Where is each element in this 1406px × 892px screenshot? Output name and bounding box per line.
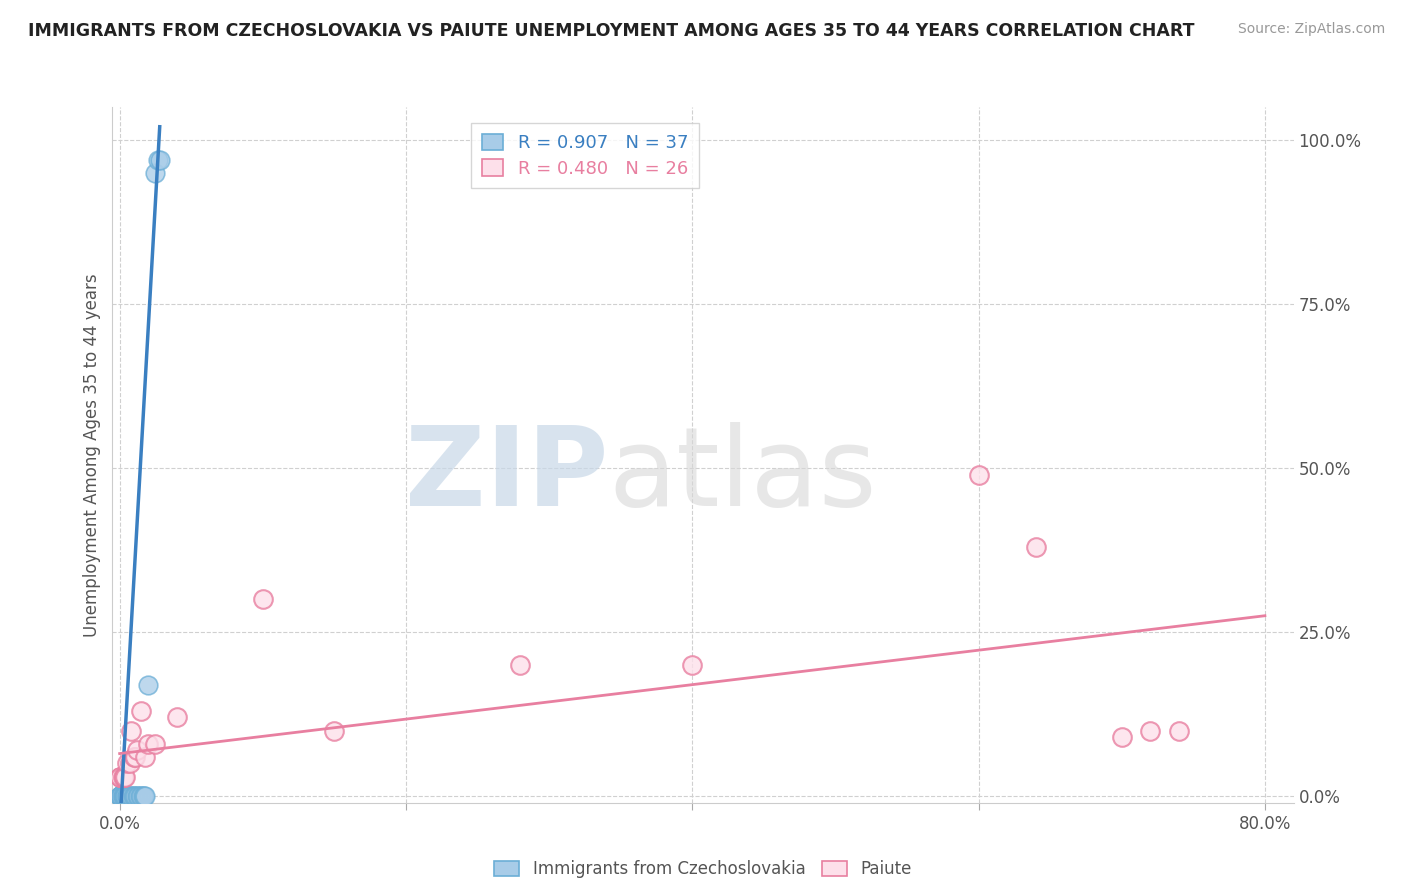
Point bbox=[127, 789, 149, 804]
Point bbox=[111, 789, 134, 804]
Point bbox=[125, 743, 148, 757]
Point bbox=[108, 770, 131, 784]
Point bbox=[112, 789, 135, 804]
Legend: Immigrants from Czechoslovakia, Paiute: Immigrants from Czechoslovakia, Paiute bbox=[488, 854, 918, 885]
Text: ZIP: ZIP bbox=[405, 422, 609, 529]
Point bbox=[134, 749, 156, 764]
Point bbox=[122, 789, 145, 804]
Point bbox=[148, 153, 170, 167]
Point bbox=[967, 467, 990, 482]
Y-axis label: Unemployment Among Ages 35 to 44 years: Unemployment Among Ages 35 to 44 years bbox=[83, 273, 101, 637]
Point bbox=[1025, 540, 1047, 554]
Point bbox=[108, 770, 131, 784]
Point bbox=[114, 770, 136, 784]
Point bbox=[118, 756, 141, 771]
Point bbox=[252, 592, 274, 607]
Point bbox=[117, 789, 139, 804]
Point bbox=[1139, 723, 1161, 738]
Point bbox=[114, 789, 136, 804]
Point bbox=[145, 737, 167, 751]
Point bbox=[114, 789, 136, 804]
Point bbox=[124, 749, 146, 764]
Point bbox=[118, 789, 141, 804]
Point bbox=[108, 789, 131, 804]
Point bbox=[323, 723, 346, 738]
Text: IMMIGRANTS FROM CZECHOSLOVAKIA VS PAIUTE UNEMPLOYMENT AMONG AGES 35 TO 44 YEARS : IMMIGRANTS FROM CZECHOSLOVAKIA VS PAIUTE… bbox=[28, 22, 1195, 40]
Point bbox=[134, 789, 156, 804]
Point bbox=[128, 789, 150, 804]
Point bbox=[124, 789, 146, 804]
Point bbox=[166, 710, 188, 724]
Point bbox=[120, 789, 142, 804]
Point bbox=[129, 789, 152, 804]
Point bbox=[108, 789, 131, 804]
Point bbox=[108, 789, 131, 804]
Point bbox=[136, 737, 159, 751]
Point bbox=[122, 749, 145, 764]
Point bbox=[1111, 730, 1133, 744]
Point bbox=[136, 678, 159, 692]
Point bbox=[112, 789, 135, 804]
Point bbox=[509, 657, 531, 672]
Point bbox=[115, 789, 138, 804]
Point bbox=[120, 723, 142, 738]
Point bbox=[1168, 723, 1191, 738]
Point bbox=[145, 166, 167, 180]
Point bbox=[111, 770, 134, 784]
Point bbox=[115, 789, 138, 804]
Text: Source: ZipAtlas.com: Source: ZipAtlas.com bbox=[1237, 22, 1385, 37]
Point bbox=[121, 789, 143, 804]
Point bbox=[108, 789, 131, 804]
Point bbox=[111, 789, 134, 804]
Point bbox=[112, 770, 135, 784]
Point bbox=[108, 789, 131, 804]
Point bbox=[108, 789, 131, 804]
Text: atlas: atlas bbox=[609, 422, 877, 529]
Point bbox=[681, 657, 703, 672]
Point bbox=[110, 789, 132, 804]
Point bbox=[129, 704, 152, 718]
Point bbox=[108, 789, 131, 804]
Point bbox=[115, 756, 138, 771]
Point bbox=[108, 789, 131, 804]
Point bbox=[108, 789, 131, 804]
Point bbox=[149, 153, 172, 167]
Point bbox=[131, 789, 153, 804]
Point bbox=[108, 770, 131, 784]
Point bbox=[108, 789, 131, 804]
Point bbox=[110, 789, 132, 804]
Point bbox=[125, 789, 148, 804]
Point bbox=[132, 789, 155, 804]
